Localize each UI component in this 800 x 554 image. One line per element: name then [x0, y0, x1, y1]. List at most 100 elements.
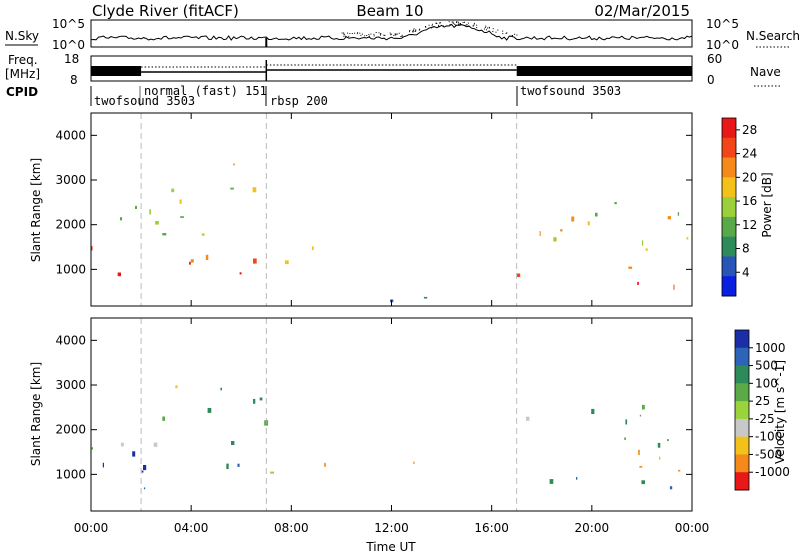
nsearch-dot [502, 33, 504, 35]
data-cell [91, 246, 93, 251]
colorbar-tick-label: 28 [742, 123, 757, 137]
nsearch-dot [488, 27, 490, 29]
nave-tick-top: 60 [707, 52, 722, 66]
data-cell [237, 463, 240, 467]
colorbar-tick-label: 500 [755, 359, 778, 373]
data-cell [413, 461, 415, 465]
velocity-panel: 1000 2000 3000 4000 Slant Range [km] 1000 50… [29, 317, 790, 512]
nsearch-dot [448, 21, 450, 23]
colorbar-swatch [722, 276, 736, 297]
nsearch-dot [412, 30, 414, 32]
colorbar-tick-label: 4 [742, 265, 750, 279]
colorbar-tick-label: 16 [742, 194, 757, 208]
nsearch-dot [343, 32, 345, 34]
data-cell [587, 221, 590, 226]
nsearch-dot [395, 33, 397, 35]
nsearch-dot [393, 35, 395, 36]
data-cell [686, 237, 689, 240]
velocity-ylabel: Slant Range [km] [29, 362, 43, 466]
power-colorbar: 4 8 12 16 20 24 28 [721, 117, 757, 297]
data-cell [517, 273, 521, 277]
nsearch-dot [452, 21, 454, 23]
nsearch-dot [492, 31, 494, 32]
colorbar-swatch [722, 236, 736, 257]
data-cell [625, 419, 628, 425]
nsearch-dot [509, 35, 511, 37]
data-cell [659, 456, 661, 460]
data-cell [526, 416, 530, 421]
nsearch-dot [360, 34, 362, 36]
nsearch-dot [468, 25, 470, 27]
nsearch-dot [473, 22, 475, 24]
x-tick-label: 00:00 [675, 521, 710, 535]
data-cell [560, 229, 563, 232]
data-cell [180, 216, 184, 218]
nsearch-dot [373, 35, 375, 37]
colorbar-swatch [722, 137, 736, 159]
date-title: 02/Mar/2015 [594, 2, 690, 20]
data-cell [642, 404, 645, 410]
nsearch-dot [484, 27, 486, 29]
nsearch-dot [412, 31, 414, 33]
colorbar-tick-label: -100 [755, 430, 782, 444]
data-cell [253, 258, 257, 264]
data-cell [624, 437, 626, 440]
data-cell [576, 477, 578, 480]
data-cell [143, 487, 146, 490]
data-cell [311, 246, 314, 251]
data-cell [179, 199, 182, 204]
nsearch-dot [425, 26, 426, 27]
colorbar-swatch [735, 330, 749, 349]
nsearch-dot [497, 29, 499, 31]
nsearch-dot [466, 24, 468, 25]
data-cell [657, 442, 661, 448]
colorbar-swatch [722, 157, 736, 178]
nsearch-dot [488, 26, 490, 28]
nsearch-dot [390, 34, 392, 36]
colorbar-tick-label: -25 [755, 412, 775, 426]
nsearch-dot [380, 33, 382, 35]
nsearch-dot [516, 34, 518, 36]
nsky-trace [90, 21, 693, 47]
colorbar-swatch [722, 118, 736, 139]
data-cell [667, 439, 669, 442]
data-cell [667, 216, 671, 220]
data-cell [669, 486, 673, 490]
data-cell [539, 231, 541, 237]
nsearch-dot [428, 24, 430, 26]
colorbar-tick-label: -500 [755, 447, 782, 461]
nsearch-dot [425, 26, 427, 28]
data-cell [423, 296, 428, 299]
nsearch-dot [401, 35, 403, 37]
beam-title: Beam 10 [356, 2, 423, 20]
data-cell [678, 469, 681, 472]
colorbar-tick-label: -1000 [755, 465, 790, 479]
data-cell [132, 451, 136, 457]
nsearch-dot [454, 23, 455, 25]
nsearch-dot [459, 23, 461, 24]
data-cell [230, 187, 234, 190]
y-tick-label: 2000 [55, 218, 86, 232]
y-tick-label: 1000 [55, 467, 86, 481]
data-cell [614, 202, 617, 205]
y-tick-label: 2000 [55, 423, 86, 437]
nsearch-dot [505, 33, 507, 34]
y-tick-label: 4000 [55, 128, 86, 142]
nsearch-dot [436, 23, 438, 24]
data-cell [637, 281, 639, 285]
nsearch-dot [361, 33, 363, 35]
nsearch-dot [492, 28, 494, 30]
colorbar-swatch [735, 454, 749, 473]
nsearch-dot [357, 32, 359, 34]
nsearch-dot [476, 24, 478, 26]
x-tick-label: 20:00 [575, 521, 610, 535]
nsearch-dot [415, 30, 417, 32]
nsky-tick-bottom: 10^0 [52, 38, 85, 52]
power-cbar-label: Power [dB] [760, 172, 774, 237]
x-tick-label: 16:00 [474, 521, 509, 535]
nsearch-dot [366, 35, 368, 36]
nsearch-dot [455, 24, 456, 26]
nsearch-dot [359, 32, 361, 34]
data-cell [135, 205, 137, 209]
colorbar-swatch [722, 197, 736, 218]
